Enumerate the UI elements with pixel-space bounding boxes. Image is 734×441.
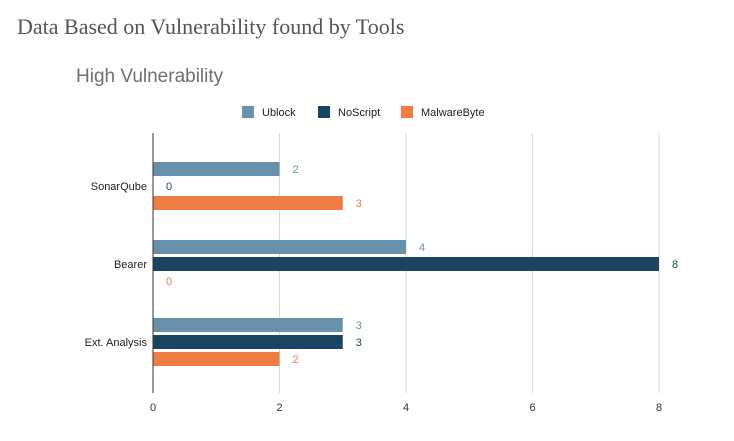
data-label: 3: [356, 320, 362, 332]
legend-label: Ublock: [262, 107, 296, 119]
bar-noscript: [153, 257, 659, 271]
x-tick-label: 4: [403, 402, 409, 414]
legend: Ublock NoScript MalwareByte: [242, 106, 485, 119]
legend-swatch-ublock: [242, 106, 254, 118]
x-tick-label: 8: [656, 402, 662, 414]
page-heading: Data Based on Vulnerability found by Too…: [17, 14, 405, 39]
x-tick-label: 6: [529, 402, 535, 414]
data-label: 2: [293, 354, 299, 366]
data-label: 0: [166, 181, 172, 193]
bar-malwarebyte: [153, 352, 280, 366]
bar-noscript: [153, 335, 343, 349]
data-labels: 2 4 3 0 8 3 3 0 2: [166, 164, 678, 366]
legend-swatch-malwarebyte: [401, 106, 413, 118]
bar-ublock: [153, 318, 343, 332]
data-label: 3: [356, 337, 362, 349]
bars: [153, 162, 659, 366]
x-tick-label: 0: [150, 402, 156, 414]
category-label: Bearer: [114, 259, 147, 271]
data-label: 0: [166, 276, 172, 288]
legend-swatch-noscript: [318, 106, 330, 118]
bar-ublock: [153, 162, 280, 176]
chart-title: High Vulnerability: [76, 66, 224, 87]
legend-label: NoScript: [338, 107, 380, 119]
data-label: 2: [293, 164, 299, 176]
category-label: Ext. Analysis: [85, 337, 148, 349]
axes: 0 2 4 6 8 SonarQube Bearer Ext. Analysis: [85, 133, 662, 414]
x-tick-label: 2: [276, 402, 282, 414]
data-label: 3: [356, 198, 362, 210]
bar-malwarebyte: [153, 196, 343, 210]
data-label: 8: [672, 259, 678, 271]
legend-label: MalwareByte: [421, 107, 485, 119]
data-label: 4: [419, 242, 425, 254]
bar-ublock: [153, 240, 406, 254]
category-label: SonarQube: [91, 181, 147, 193]
